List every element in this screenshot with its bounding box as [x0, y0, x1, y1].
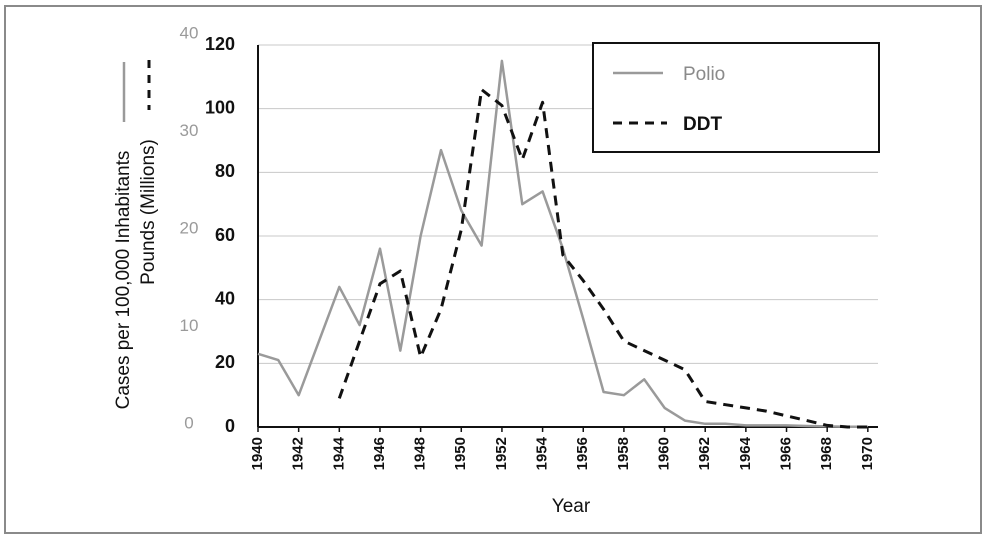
y-ticks-inner: 0 20 40 60 80 100 120 [205, 34, 235, 436]
series-line-ddt [337, 88, 868, 429]
y-tick-label-outer: 0 [184, 413, 193, 432]
y-tick-label-inner: 100 [205, 97, 235, 117]
y-axis-title-right-text: Pounds (Millions) [138, 139, 159, 285]
y-tick-label-inner: 120 [205, 34, 235, 54]
x-tick-label: 1970 [859, 437, 876, 470]
y-ticks-outer: 0 10 20 30 40 [180, 23, 199, 432]
y-axis-title-right: Pounds (Millions) [138, 139, 159, 285]
y-tick-label-inner: 20 [215, 352, 235, 372]
y-tick-label-outer: 20 [180, 218, 199, 237]
x-tick-label: 1948 [412, 437, 429, 470]
x-tick-label: 1962 [696, 437, 713, 470]
y-tick-label-outer: 30 [180, 121, 199, 140]
x-axis-title: Year [552, 496, 591, 517]
x-tick-label: 1942 [290, 437, 307, 470]
x-tick-label: 1956 [574, 437, 591, 470]
x-tick-label: 1966 [777, 437, 794, 470]
x-tick-label: 1954 [534, 436, 551, 470]
x-tick-label: 1968 [818, 437, 835, 470]
y-tick-label-inner: 40 [215, 288, 235, 308]
y-tick-label-outer: 10 [180, 316, 199, 335]
x-tick-label: 1964 [737, 436, 754, 470]
x-tick-label: 1952 [493, 437, 510, 470]
legend-label-ddt: DDT [683, 114, 722, 135]
y-tick-label-inner: 0 [225, 416, 235, 436]
x-tick-label: 1960 [656, 437, 673, 470]
y-tick-label-outer: 40 [180, 23, 199, 42]
series-layer [257, 59, 868, 429]
x-tick-label: 1958 [615, 437, 632, 470]
x-tick-label: 1940 [249, 437, 266, 470]
legend-label-polio: Polio [683, 64, 725, 85]
y-tick-label-inner: 80 [215, 161, 235, 181]
legend: Polio DDT [592, 42, 880, 153]
legend-box [592, 42, 880, 153]
x-ticks: 1940 1942 1944 1946 1948 1950 1952 1954 1956 1958… [249, 427, 876, 470]
y-axis-title-left-text: Cases per 100,000 Inhabitants [113, 151, 134, 410]
x-tick-label: 1944 [330, 436, 347, 470]
y-tick-label-inner: 60 [215, 225, 235, 245]
x-tick-label: 1946 [371, 437, 388, 470]
x-tick-label: 1950 [452, 437, 469, 470]
y-axis-title-left: Cases per 100,000 Inhabitants [113, 151, 134, 410]
